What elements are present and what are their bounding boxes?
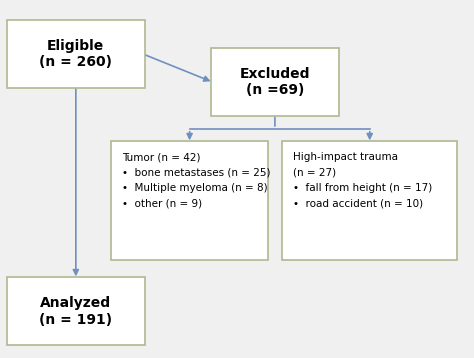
FancyBboxPatch shape: [111, 141, 268, 260]
Text: Eligible
(n = 260): Eligible (n = 260): [39, 39, 112, 69]
FancyBboxPatch shape: [282, 141, 457, 260]
FancyBboxPatch shape: [7, 277, 145, 345]
Text: High-impact trauma
(n = 27)
•  fall from height (n = 17)
•  road accident (n = 1: High-impact trauma (n = 27) • fall from …: [293, 152, 432, 209]
Text: Tumor (n = 42)
•  bone metastases (n = 25)
•  Multiple myeloma (n = 8)
•  other : Tumor (n = 42) • bone metastases (n = 25…: [122, 152, 271, 209]
FancyBboxPatch shape: [211, 48, 339, 116]
FancyBboxPatch shape: [7, 20, 145, 88]
Text: Excluded
(n =69): Excluded (n =69): [240, 67, 310, 97]
Text: Analyzed
(n = 191): Analyzed (n = 191): [39, 296, 112, 326]
